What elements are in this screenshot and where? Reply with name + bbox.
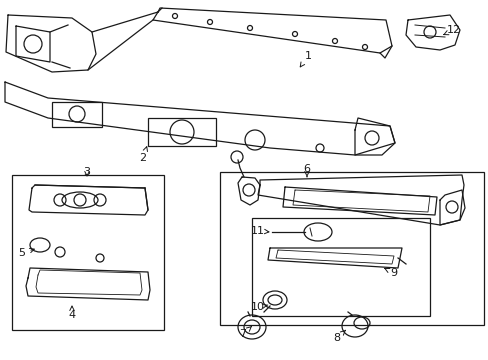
- Text: 2: 2: [139, 147, 147, 163]
- Text: 7: 7: [239, 327, 251, 339]
- Bar: [251, 218, 429, 316]
- Text: 5: 5: [19, 248, 34, 258]
- Text: 1: 1: [300, 51, 311, 67]
- Text: 6: 6: [303, 164, 310, 177]
- Text: 3: 3: [83, 167, 90, 177]
- Bar: [12, 175, 163, 330]
- Text: 8: 8: [333, 330, 345, 343]
- Text: 9: 9: [384, 268, 397, 278]
- Text: 12: 12: [443, 25, 460, 35]
- Bar: [220, 172, 483, 325]
- Text: 4: 4: [68, 306, 76, 320]
- Text: 10: 10: [250, 302, 267, 312]
- Bar: [148, 118, 216, 146]
- Bar: [52, 102, 102, 127]
- Text: 11: 11: [250, 226, 268, 236]
